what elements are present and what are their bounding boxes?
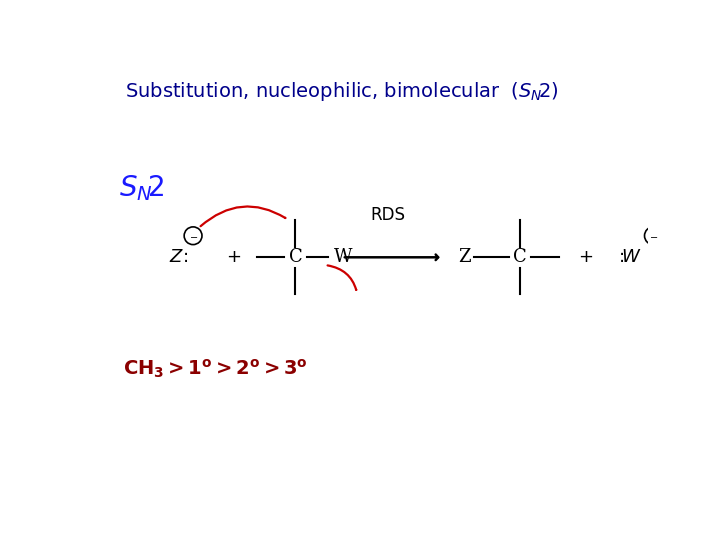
FancyArrowPatch shape	[328, 265, 356, 290]
Text: C: C	[289, 248, 302, 266]
Text: $+$: $+$	[226, 248, 241, 266]
Text: Substitution, nucleophilic, bimolecular  $(S_N\!2)$: Substitution, nucleophilic, bimolecular …	[125, 80, 559, 103]
Text: $S_N\!2$: $S_N\!2$	[120, 173, 165, 203]
Text: $\mathbf{CH_3}$: $\mathbf{CH_3}$	[122, 359, 164, 380]
Text: $+$: $+$	[578, 248, 593, 266]
Text: $-$: $-$	[189, 231, 197, 241]
Text: W: W	[334, 248, 353, 266]
Text: $\mathbf{> 1^o > 2^o > 3^o}$: $\mathbf{> 1^o > 2^o > 3^o}$	[163, 359, 307, 379]
FancyArrowPatch shape	[201, 206, 285, 226]
Text: $-$: $-$	[649, 231, 658, 241]
Text: Z: Z	[458, 248, 471, 266]
Text: RDS: RDS	[371, 206, 406, 224]
Text: $Z\!:$: $Z\!:$	[169, 248, 189, 266]
Text: C: C	[513, 248, 527, 266]
Text: $\colon\!W$: $\colon\!W$	[618, 248, 642, 266]
